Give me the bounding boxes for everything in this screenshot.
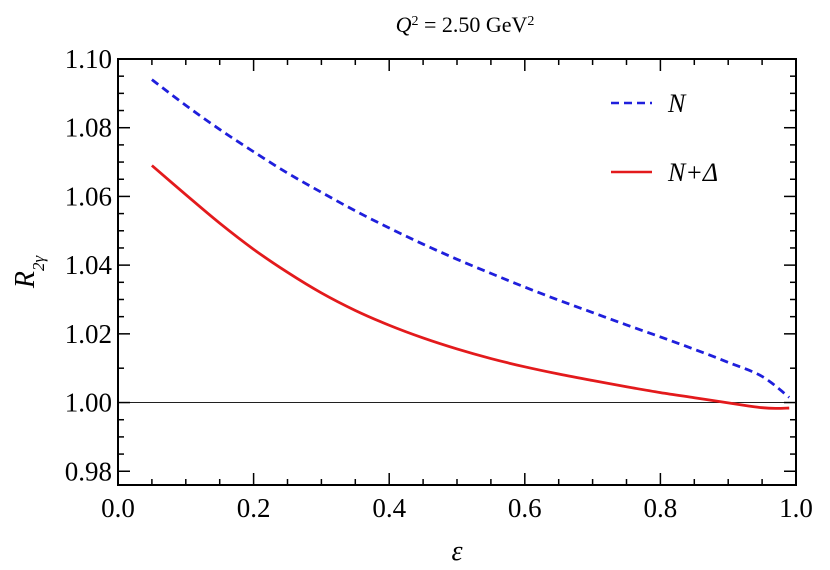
x-tick-label: 0.4	[372, 493, 406, 523]
y-axis-label: R2γ	[10, 255, 48, 290]
series-line-n	[151, 78, 791, 399]
legend-label-n-delta: N+Δ	[667, 158, 718, 187]
legend-label-n: N	[667, 89, 687, 118]
y-tick-label: 0.98	[65, 456, 112, 486]
x-tick-label: 0.8	[644, 493, 678, 523]
y-tick-label: 1.10	[65, 44, 112, 74]
title-prefix-sup: 2	[411, 14, 418, 29]
plot-frame	[117, 58, 797, 486]
series-line-n-delta	[150, 164, 790, 410]
x-tick-label: 0.6	[508, 493, 542, 523]
y-tick-label: 1.06	[65, 181, 112, 211]
title-unit-sup: 2	[527, 14, 534, 29]
y-tick-label: 1.04	[65, 250, 113, 280]
title-prefix: Q	[396, 12, 412, 37]
legend: N N+Δ	[611, 89, 718, 187]
y-axis-label-sub: 2γ	[29, 255, 48, 272]
title-middle: = 2.50 GeV	[418, 12, 527, 37]
y-tick-label: 1.08	[65, 113, 112, 143]
y-axis-label-main: R	[10, 271, 41, 289]
chart-title: Q2 = 2.50 GeV2	[396, 12, 535, 37]
series-group	[150, 78, 791, 410]
x-axis-label: ε	[451, 536, 462, 567]
y-tick-label: 1.00	[65, 388, 112, 418]
x-tick-label: 0.0	[101, 493, 135, 523]
ticks-group: 0.0 0.2 0.4 0.6 0.8 1.0 0.98 1.00 1.02 1.04 1.06 1.…	[65, 44, 813, 523]
y-tick-label: 1.02	[65, 319, 112, 349]
x-tick-label: 1.0	[779, 493, 813, 523]
x-tick-label: 0.2	[237, 493, 271, 523]
